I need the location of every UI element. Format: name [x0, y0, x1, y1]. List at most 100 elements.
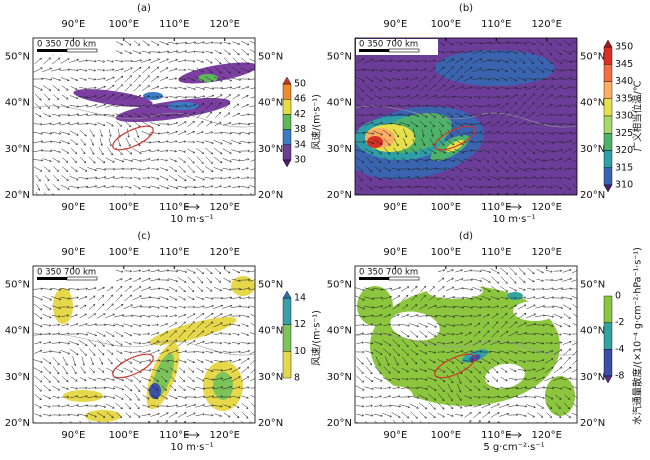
- wind-vector: [500, 305, 508, 309]
- wind-vector: [204, 386, 215, 390]
- lon-label: 90°E: [61, 19, 85, 30]
- wind-vector: [177, 359, 187, 364]
- wind-vector: [213, 296, 224, 300]
- wind-vector: [526, 41, 536, 46]
- wind-vector: [123, 176, 133, 180]
- wind-vector: [544, 287, 555, 290]
- wind-vector: [437, 74, 445, 83]
- wind-vector: [374, 323, 383, 326]
- colorbar-tick-label: -4: [615, 344, 624, 355]
- wind-vector: [356, 93, 364, 101]
- wind-vector: [536, 93, 545, 101]
- wind-vector: [418, 186, 429, 189]
- wind-vector: [187, 68, 195, 72]
- wind-vector: [563, 323, 571, 328]
- wind-vector: [142, 332, 151, 336]
- wind-vector: [409, 395, 420, 399]
- wind-vector: [454, 323, 464, 327]
- wind-vector: [241, 167, 249, 171]
- wind-vector: [44, 175, 50, 182]
- wind-vector: [96, 386, 107, 390]
- wind-vector: [509, 156, 517, 164]
- wind-vector: [187, 140, 196, 144]
- wind-vector: [482, 386, 490, 391]
- wind-vector: [151, 376, 160, 382]
- wind-vector: [437, 51, 445, 54]
- wind-vector: [427, 322, 437, 328]
- wind-vector: [184, 193, 187, 195]
- wind-vector: [249, 68, 255, 71]
- wind-vector: [481, 121, 492, 127]
- wind-vector: [53, 166, 60, 172]
- scale-bar-label: 0 350 700 km: [37, 40, 96, 50]
- wind-vector: [115, 402, 123, 410]
- wind-vector: [543, 305, 555, 309]
- lat-label: 50°N: [5, 51, 30, 62]
- wind-vector: [150, 66, 160, 74]
- wind-vector: [79, 377, 87, 381]
- wind-vector: [78, 104, 89, 107]
- wind-vector: [178, 306, 187, 309]
- wind-vector: [391, 176, 402, 180]
- wind-vector: [536, 122, 545, 126]
- wind-vector: [213, 405, 223, 408]
- wind-vector: [365, 94, 373, 100]
- wind-vector: [114, 331, 124, 337]
- wind-vector: [195, 404, 206, 408]
- wind-vector: [60, 184, 70, 190]
- wind-vector: [553, 157, 563, 162]
- wind-vector: [178, 329, 186, 338]
- wind-vector: [106, 60, 114, 63]
- wind-vector: [554, 332, 562, 336]
- wind-vector: [123, 59, 133, 63]
- wind-vector: [177, 112, 188, 117]
- wind-vector: [164, 420, 168, 423]
- wind-vector: [481, 130, 492, 135]
- lon-label: 90°E: [383, 430, 407, 441]
- wind-vector: [355, 287, 365, 292]
- wind-vector: [42, 295, 53, 301]
- wind-vector: [436, 305, 447, 308]
- colorbar-tick-label: 315: [615, 162, 633, 173]
- wind-vector: [150, 113, 160, 118]
- shaded-field: [143, 92, 163, 100]
- wind-vector: [33, 295, 43, 301]
- wind-vector: [213, 167, 223, 172]
- lon-label: 100°E: [431, 430, 461, 441]
- wind-vector: [500, 111, 509, 119]
- wind-vector: [88, 156, 96, 164]
- wind-vector: [400, 176, 411, 180]
- wind-vector: [124, 294, 133, 302]
- wind-vector: [204, 413, 214, 417]
- wind-vector: [508, 94, 518, 100]
- wind-vector: [446, 41, 454, 46]
- wind-vector: [562, 287, 573, 290]
- wind-vector: [463, 278, 474, 282]
- wind-vector: [544, 140, 555, 144]
- wind-vector: [553, 376, 564, 381]
- wind-vector: [231, 358, 242, 363]
- wind-vector: [105, 68, 115, 72]
- wind-vector: [124, 113, 132, 118]
- wind-vector: [124, 393, 132, 401]
- wind-vector: [249, 58, 255, 62]
- wind-vector: [249, 122, 255, 125]
- wind-vector: [97, 303, 105, 311]
- wind-vector: [240, 77, 251, 81]
- wind-vector: [526, 332, 537, 336]
- wind-vector: [473, 366, 482, 374]
- wind-vector: [106, 412, 114, 419]
- wind-vector: [106, 339, 114, 347]
- wind-vector: [544, 85, 554, 91]
- wind-vector: [400, 94, 410, 99]
- wind-vector: [240, 386, 250, 389]
- wind-vector: [509, 368, 517, 372]
- wind-vector: [463, 113, 473, 117]
- wind-vector: [249, 270, 255, 272]
- wind-vector: [43, 366, 52, 374]
- wind-vector: [150, 104, 160, 108]
- wind-vector: [427, 159, 438, 162]
- wind-vector: [391, 60, 402, 63]
- map-content: [355, 266, 577, 423]
- wind-vector: [178, 68, 187, 72]
